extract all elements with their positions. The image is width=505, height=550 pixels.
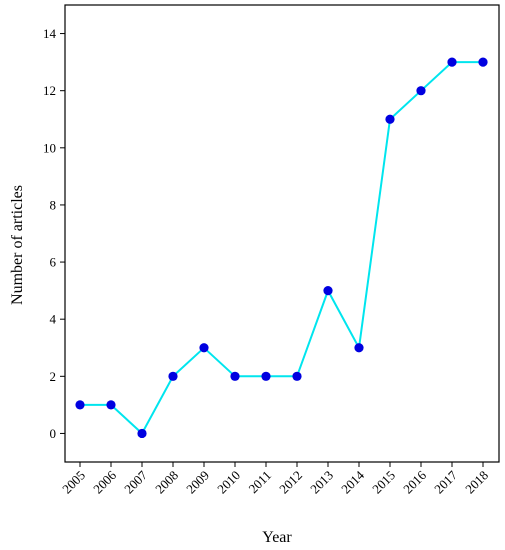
x-tick-label: 2008: [152, 468, 181, 497]
y-axis-title: Number of articles: [9, 185, 26, 305]
y-tick-label: 8: [50, 197, 57, 212]
x-tick-label: 2014: [338, 467, 367, 496]
x-tick-label: 2009: [183, 468, 212, 497]
data-point: [292, 371, 302, 381]
data-point: [230, 371, 240, 381]
x-tick-label: 2005: [59, 468, 88, 497]
x-axis-title: Year: [262, 529, 292, 546]
y-axis: 0 2 4 6 8 10 12 14: [43, 26, 65, 441]
data-point: [199, 343, 209, 353]
x-axis: 2005 2006 2007 2008 2009 2010 2011 2012 2013 2014…: [59, 462, 491, 497]
x-tick-label: 2017: [431, 467, 460, 496]
y-tick-label: 4: [50, 312, 57, 327]
x-tick-label: 2013: [307, 468, 336, 497]
x-tick-label: 2012: [276, 468, 305, 497]
y-tick-label: 2: [50, 369, 57, 384]
data-points: [75, 57, 488, 439]
data-point: [354, 343, 364, 353]
data-point: [137, 428, 147, 439]
x-tick-label: 2015: [369, 468, 398, 497]
data-point: [478, 57, 488, 67]
x-tick-label: 2007: [121, 467, 150, 496]
x-tick-label: 2006: [90, 467, 119, 496]
y-tick-label: 0: [50, 426, 57, 441]
y-tick-label: 14: [43, 26, 57, 41]
series-line: [80, 61, 483, 436]
data-point: [385, 114, 395, 124]
data-point: [168, 371, 178, 381]
data-point: [261, 371, 271, 381]
plot-frame: [64, 4, 500, 463]
data-point: [323, 286, 333, 296]
data-point: [447, 57, 457, 67]
x-tick-label: 2011: [245, 468, 274, 497]
x-tick-label: 2010: [214, 468, 243, 497]
y-tick-label: 6: [50, 255, 57, 270]
x-tick-label: 2016: [400, 467, 429, 496]
data-point: [75, 400, 85, 410]
x-tick-label: 2018: [462, 468, 491, 497]
y-tick-label: 10: [43, 140, 56, 155]
y-tick-label: 12: [43, 83, 56, 98]
data-point: [106, 400, 116, 410]
data-point: [416, 86, 426, 96]
